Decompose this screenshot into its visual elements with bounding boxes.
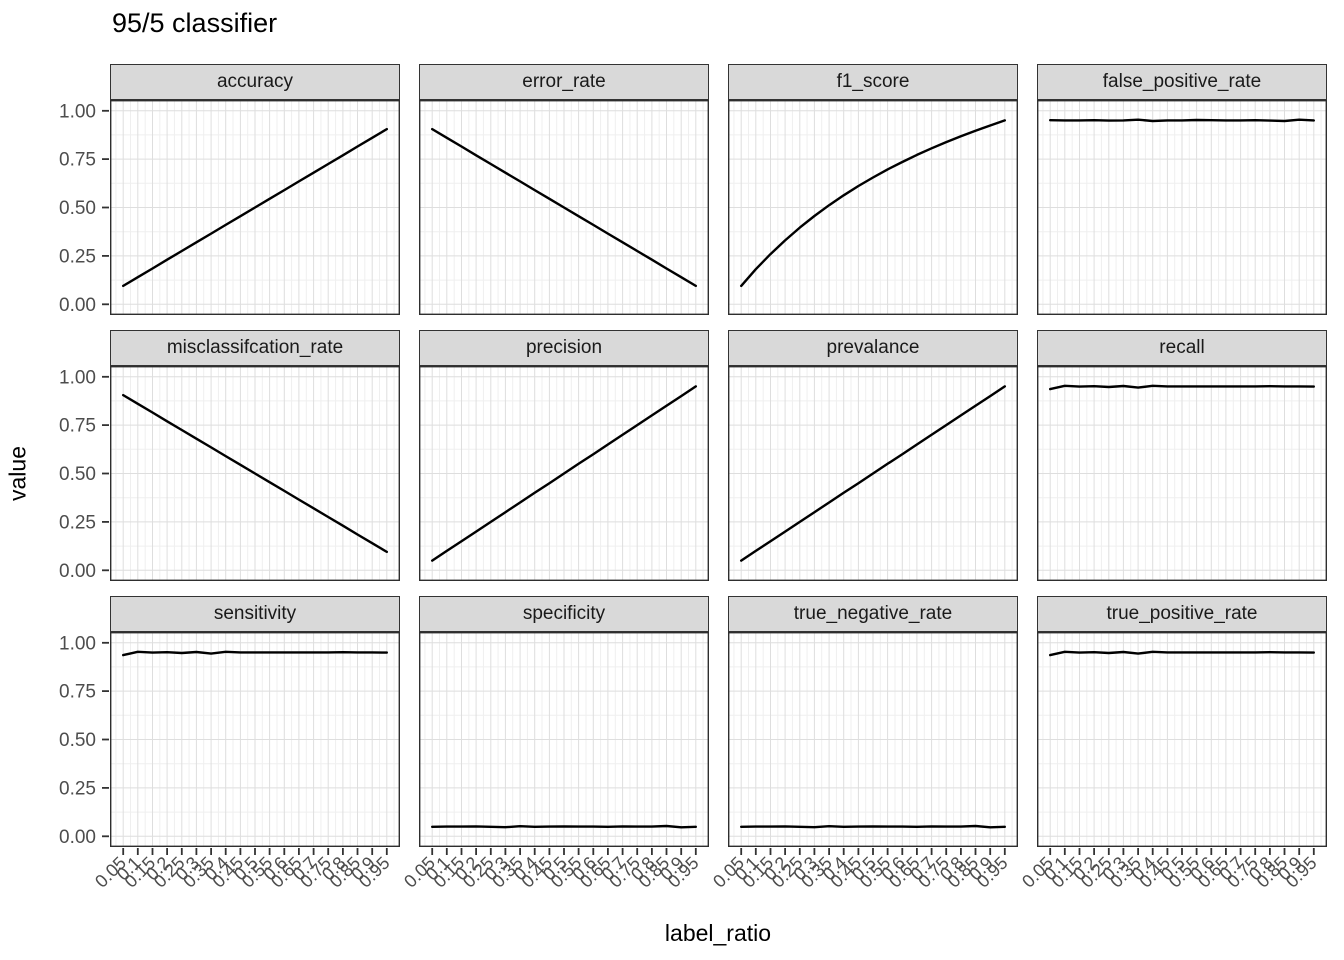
facet-panel xyxy=(109,365,401,582)
panel-border xyxy=(418,365,710,582)
facet-strip: f1_score xyxy=(728,64,1018,100)
facet-strip: recall xyxy=(1037,330,1327,366)
series-line xyxy=(430,824,697,829)
facet-strip-label: true_negative_rate xyxy=(793,603,953,624)
series-line xyxy=(1048,384,1315,391)
facet-strip: specificity xyxy=(419,596,709,632)
facet-strip: true_positive_rate xyxy=(1037,596,1327,632)
y-tick-label: 1.00 xyxy=(59,101,96,122)
panel-border xyxy=(1036,631,1328,848)
panel-border xyxy=(1036,365,1328,582)
chart-title: 95/5 classifier xyxy=(112,8,278,38)
facet-panel xyxy=(727,99,1019,316)
panel-border xyxy=(727,365,1019,582)
facet-strip-label: f1_score xyxy=(836,71,910,92)
panel-border xyxy=(727,99,1019,316)
facet-strip: misclassifcation_rate xyxy=(110,330,400,366)
series-line xyxy=(739,119,1006,288)
y-tick-label: 0.50 xyxy=(59,464,96,485)
facet-panel xyxy=(1036,99,1328,316)
facet-strip-label: precision xyxy=(525,337,603,358)
series-line xyxy=(739,824,1006,829)
y-tick-label: 1.00 xyxy=(59,633,96,654)
facet-strip-label: specificity xyxy=(522,603,606,624)
facet-panel xyxy=(109,99,401,316)
y-tick-label: 0.25 xyxy=(59,246,96,267)
facet-panel xyxy=(1036,631,1328,848)
panel-border xyxy=(727,631,1019,848)
facet-panel xyxy=(727,365,1019,582)
y-tick-label: 0.00 xyxy=(59,295,96,316)
facet-strip: false_positive_rate xyxy=(1037,64,1327,100)
x-axis-title: label_ratio xyxy=(664,920,772,946)
facet-panel xyxy=(418,365,710,582)
y-tick-label: 0.00 xyxy=(59,827,96,848)
facet-panel xyxy=(727,631,1019,848)
facet-strip-label: error_rate xyxy=(522,71,606,92)
facet-strip-label: prevalance xyxy=(826,337,920,358)
facet-panel xyxy=(109,631,401,848)
facet-strip: sensitivity xyxy=(110,596,400,632)
y-tick-label: 0.25 xyxy=(59,512,96,533)
y-tick-label: 0.25 xyxy=(59,778,96,799)
facet-strip-label: true_positive_rate xyxy=(1106,603,1258,624)
series-line xyxy=(121,393,388,554)
series-line xyxy=(430,385,697,562)
y-tick-label: 0.50 xyxy=(59,198,96,219)
series-line xyxy=(1048,118,1315,123)
facet-strip: prevalance xyxy=(728,330,1018,366)
facet-strip-label: sensitivity xyxy=(213,603,297,624)
facet-strip: true_negative_rate xyxy=(728,596,1018,632)
facet-strip: accuracy xyxy=(110,64,400,100)
facet-strip-label: accuracy xyxy=(216,71,294,92)
y-tick-label: 0.75 xyxy=(59,416,96,437)
facet-panel xyxy=(418,99,710,316)
panel-border xyxy=(418,99,710,316)
series-line xyxy=(739,385,1006,562)
y-tick-label: 0.00 xyxy=(59,561,96,582)
facet-strip: precision xyxy=(419,330,709,366)
y-tick-label: 1.00 xyxy=(59,367,96,388)
facet-strip: error_rate xyxy=(419,64,709,100)
panel-border xyxy=(109,365,401,582)
facet-strip-label: false_positive_rate xyxy=(1102,71,1262,92)
series-line xyxy=(1048,650,1315,657)
y-tick-label: 0.75 xyxy=(59,682,96,703)
panel-border xyxy=(1036,99,1328,316)
facet-panel xyxy=(1036,365,1328,582)
panel-border xyxy=(109,99,401,316)
series-line xyxy=(121,127,388,288)
panel-border xyxy=(109,631,401,848)
y-tick-label: 0.50 xyxy=(59,730,96,751)
facet-strip-label: misclassifcation_rate xyxy=(166,337,344,358)
panel-border xyxy=(418,631,710,848)
facet-strip-label: recall xyxy=(1159,337,1205,358)
series-line xyxy=(121,650,388,657)
series-line xyxy=(430,127,697,288)
y-tick-label: 0.75 xyxy=(59,150,96,171)
facet-panel xyxy=(418,631,710,848)
